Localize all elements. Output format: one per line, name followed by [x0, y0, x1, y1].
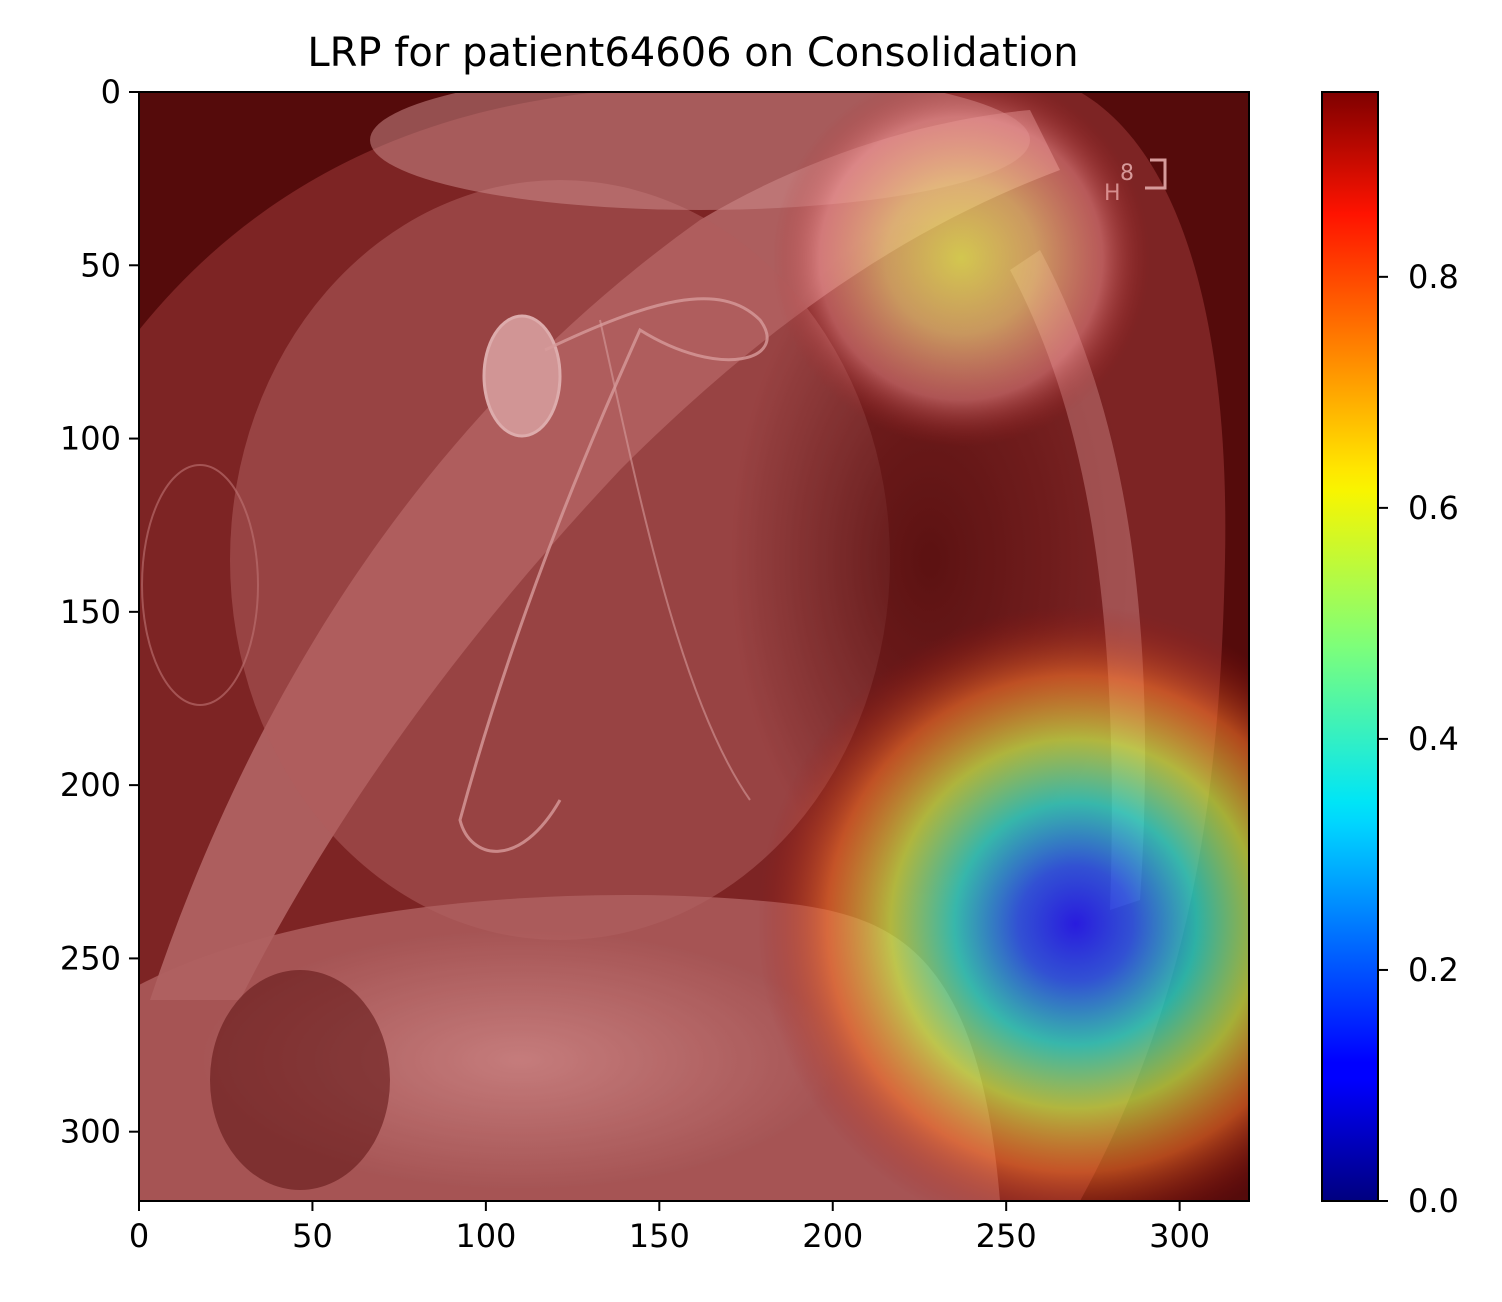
colorbar-ticks: 0.0 0.2 0.4 0.6 0.8 — [1378, 258, 1459, 1220]
colorbar-tick-label: 0.4 — [1408, 720, 1459, 758]
x-tick-label: 50 — [292, 1217, 333, 1255]
x-axis: 0 50 100 150 200 250 300 — [129, 1201, 1210, 1255]
xray-heatmap-image: H 8 — [139, 92, 1249, 1201]
figure-title: LRP for patient64606 on Consolidation — [307, 30, 1078, 76]
y-tick-label: 0 — [101, 73, 121, 111]
x-tick-label: 0 — [129, 1217, 149, 1255]
x-tick-label: 150 — [629, 1217, 690, 1255]
x-tick-label: 100 — [455, 1217, 516, 1255]
y-tick-label: 200 — [60, 766, 121, 804]
lrp-hotspot-lower — [757, 605, 1249, 1201]
colorbar-tick-label: 0.8 — [1408, 258, 1459, 296]
y-tick-label: 300 — [60, 1113, 121, 1151]
image-axes-frame — [138, 91, 1250, 1202]
y-axis: 0 50 100 150 200 250 300 — [60, 73, 139, 1151]
lrp-hotspot-upper — [772, 92, 1150, 447]
y-tick-label: 250 — [60, 939, 121, 977]
colorbar-tick-label: 0.0 — [1408, 1182, 1459, 1220]
y-tick-label: 150 — [60, 593, 121, 631]
y-tick-label: 100 — [60, 420, 121, 458]
colorbar-tick-label: 0.2 — [1408, 951, 1459, 989]
x-tick-label: 250 — [976, 1217, 1037, 1255]
colorbar-tick-label: 0.6 — [1408, 489, 1459, 527]
y-tick-label: 50 — [80, 246, 121, 284]
x-tick-label: 200 — [802, 1217, 863, 1255]
x-tick-label: 300 — [1149, 1217, 1210, 1255]
colorbar — [1321, 91, 1379, 1202]
